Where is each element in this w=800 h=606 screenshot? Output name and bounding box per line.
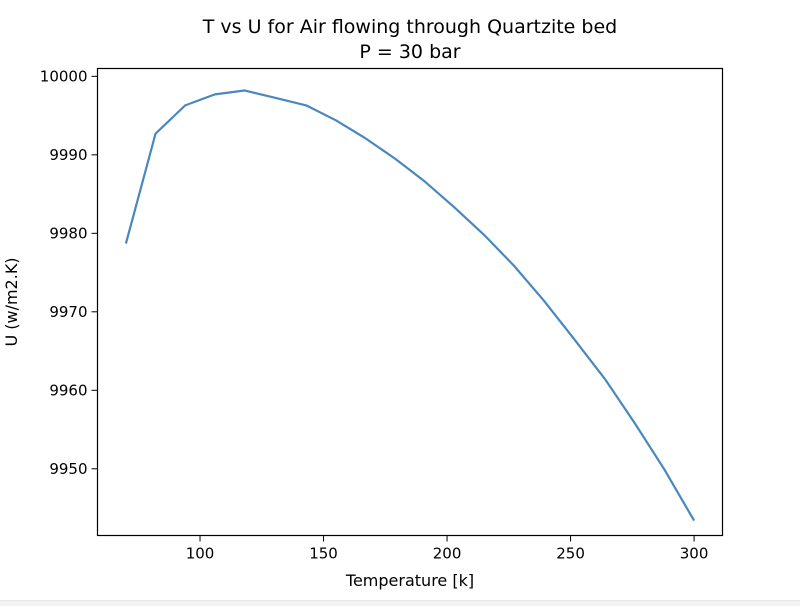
x-tick-label: 250 — [556, 545, 585, 563]
x-tick-label: 300 — [680, 545, 709, 563]
y-tick-label: 10000 — [40, 67, 88, 85]
plot-area — [96, 67, 724, 537]
y-tick-label: 9980 — [49, 224, 87, 242]
x-axis: 100 150 200 250 300 — [186, 535, 709, 563]
y-axis-label: U (w/m2.K) — [2, 257, 21, 346]
plot-frame — [96, 67, 724, 537]
y-tick-label: 9960 — [49, 381, 87, 399]
x-tick-label: 200 — [433, 545, 462, 563]
y-tick-label: 9990 — [49, 146, 87, 164]
series-line-0 — [124, 89, 696, 522]
x-tick-label: 100 — [186, 545, 215, 563]
x-tick-label: 150 — [309, 545, 338, 563]
y-tick-label: 9970 — [49, 303, 87, 321]
x-axis-label: Temperature [k] — [345, 571, 474, 590]
series-line-layer — [124, 89, 696, 522]
window-bottom-strip — [0, 600, 800, 606]
chart-subtitle: P = 30 bar — [359, 41, 460, 63]
y-axis: 9950 9960 9970 9980 9990 10000 — [40, 67, 98, 478]
chart-title: T vs U for Air flowing through Quartzite… — [202, 16, 617, 38]
y-tick-label: 9950 — [49, 460, 87, 478]
